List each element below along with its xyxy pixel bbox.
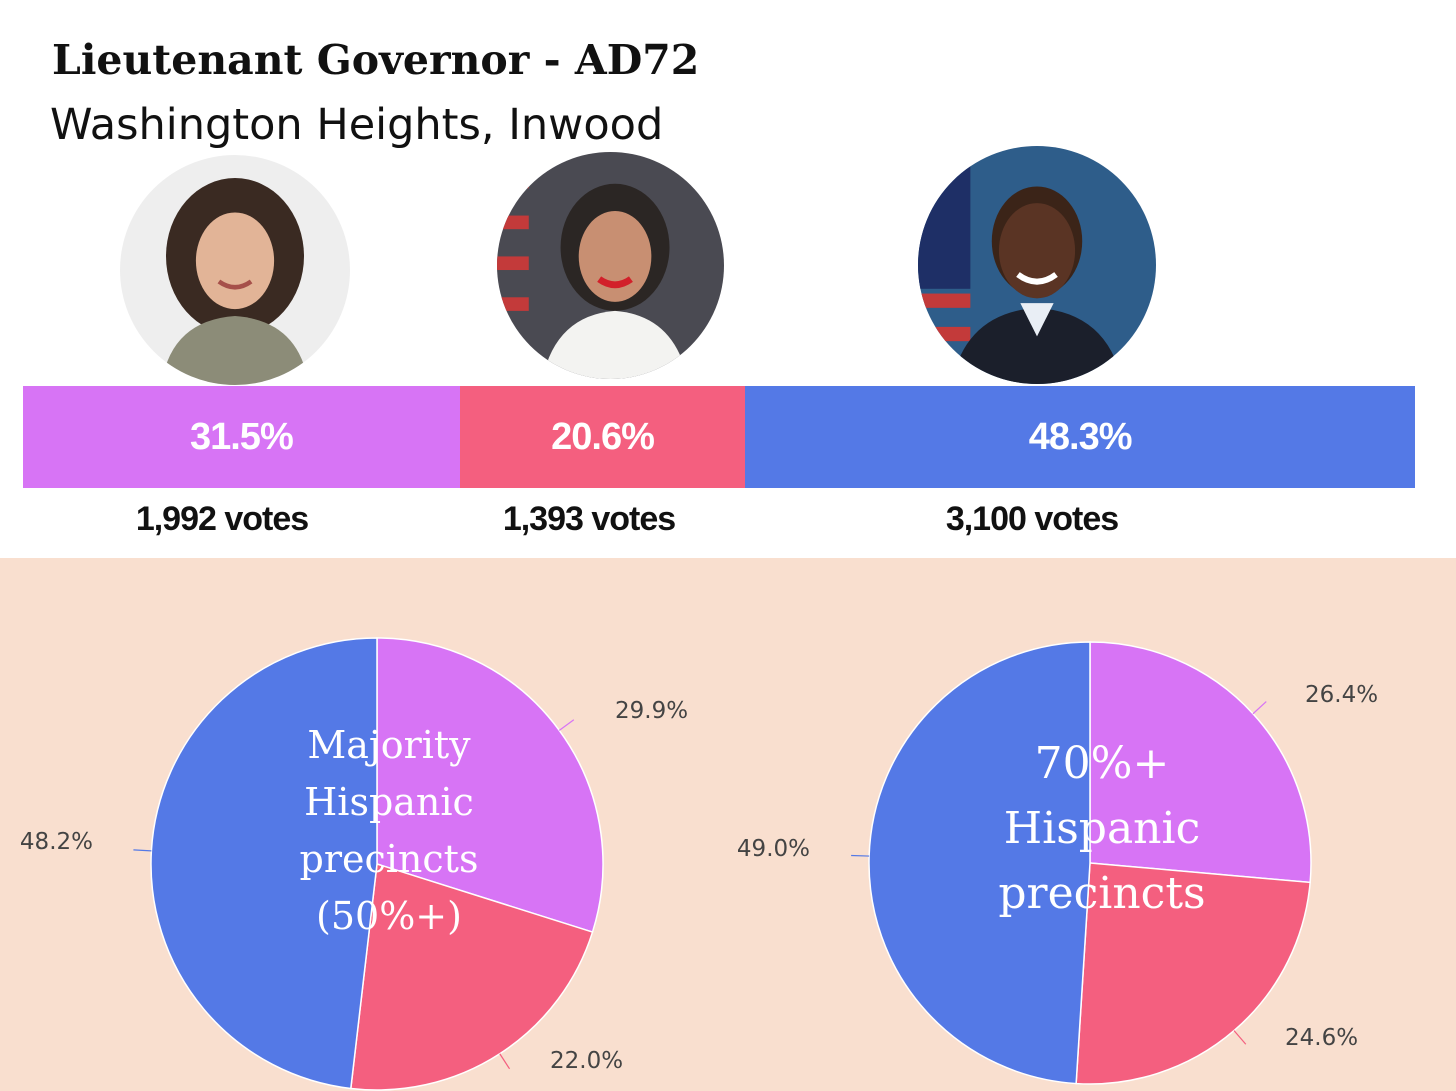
pie-1-slice-3 [150, 637, 378, 1090]
pie-1-label-2: 22.0% [550, 1048, 623, 1074]
pie-2-slice-3 [868, 641, 1091, 1085]
results-header-panel: Lieutenant Governor - AD72 Washington He… [23, 36, 1415, 538]
pie-2-title-line-3: precincts [998, 868, 1205, 919]
pie-1-title-line-3: precincts [300, 837, 479, 881]
bar-segment-candidate-2: 20.6% [459, 386, 746, 488]
bar-segment-candidate-3: 48.3% [745, 386, 1415, 488]
pie-2-label-3: 49.0% [737, 836, 810, 862]
pie-charts: 29.9% 22.0% 48.2% Majority Hispanic precincts… [20, 637, 1378, 1091]
pie-2-title-line-2: Hispanic [1004, 803, 1200, 854]
pie-1-label-1: 29.9% [615, 698, 688, 724]
pie-1-leader-2 [499, 1053, 511, 1070]
pie-1-title-line-2: Hispanic [304, 780, 474, 824]
pie-2-leader-1 [1252, 701, 1267, 715]
pie-1-slice-2 [349, 863, 594, 1091]
pie-1-leader-1 [558, 719, 575, 731]
candidate-1-photo [120, 155, 350, 385]
chart-title: Lieutenant Governor - AD72 [52, 36, 700, 84]
bar-segment-candidate-1: 31.5% [23, 386, 460, 488]
candidate-3-photo [918, 146, 1156, 384]
candidate-2-votes: 1,393 votes [502, 500, 676, 538]
pie-1-label-3: 48.2% [20, 829, 93, 855]
pie-2-label-2: 24.6% [1285, 1025, 1358, 1051]
candidate-2-photo [497, 152, 724, 379]
pie-1-title-line-4: (50%+) [316, 894, 462, 938]
pie-1-slice-1 [376, 637, 604, 934]
chart-subtitle: Washington Heights, Inwood [50, 100, 664, 150]
pie-2-leader-2 [1233, 1030, 1247, 1045]
candidate-3-votes: 3,100 votes [945, 500, 1119, 538]
pie-1-leader-3 [133, 849, 152, 852]
pie-2-label-1: 26.4% [1305, 682, 1378, 708]
pie-2-title-line-1: 70%+ [1035, 738, 1170, 789]
candidate-1-votes: 1,992 votes [135, 500, 309, 538]
pie-2-leader-3 [851, 854, 870, 857]
pie-1-title-line-1: Majority [307, 723, 471, 767]
vote-share-bar: 31.5% 20.6% 48.3% [23, 386, 1415, 488]
